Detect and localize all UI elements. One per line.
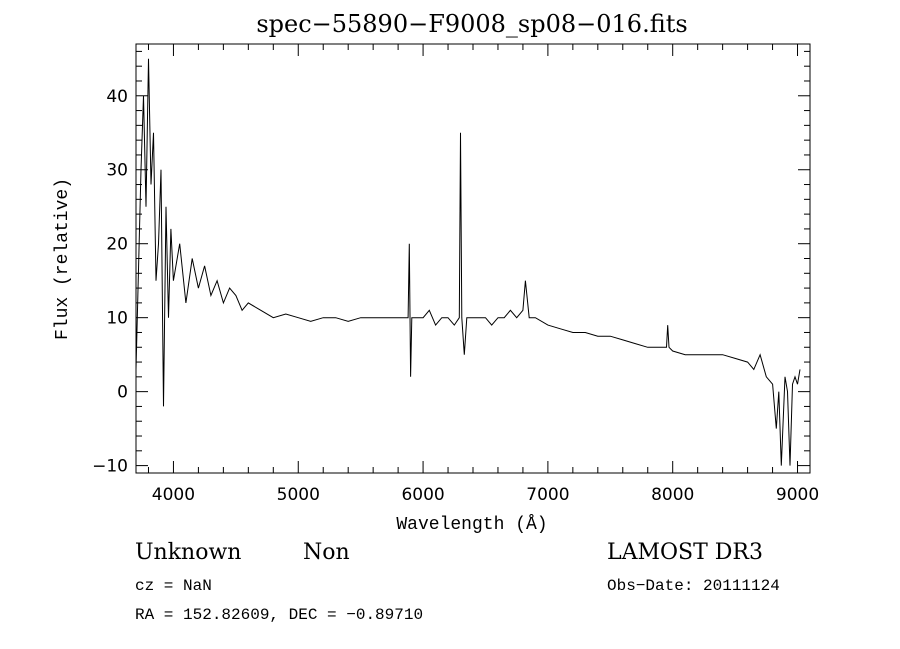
y-tick-label: −10	[92, 457, 128, 477]
x-tick-label: 4000	[152, 485, 195, 505]
plot-area	[135, 43, 811, 474]
y-tick-label: 0	[117, 383, 128, 403]
axis-ticks	[136, 44, 810, 473]
x-tick-label: 5000	[277, 485, 320, 505]
x-tick-label: 9000	[776, 485, 819, 505]
x-axis-label: Wavelength (Å)	[396, 514, 547, 535]
y-tick-label: 40	[106, 87, 128, 107]
survey-label: LAMOST DR3	[607, 540, 763, 565]
chart-title: spec−55890−F9008_sp08−016.fits	[256, 10, 687, 38]
coords-label: RA = 152.82609, DEC = −0.89710	[135, 606, 423, 624]
x-tick-label: 7000	[526, 485, 569, 505]
class-label: Unknown	[135, 540, 241, 565]
subclass-label: Non	[303, 540, 350, 565]
plot-frame	[135, 43, 811, 474]
y-axis-label: Flux (relative)	[53, 178, 73, 340]
y-tick-labels: −10 0 10 20 30 40	[92, 87, 128, 477]
y-tick-label: 20	[106, 235, 128, 255]
cz-label: cz = NaN	[135, 577, 212, 595]
y-tick-label: 10	[106, 309, 128, 329]
spectrum-line	[135, 58, 801, 466]
x-tick-label: 6000	[401, 485, 444, 505]
x-tick-label: 8000	[651, 485, 694, 505]
obs-date-label: Obs−Date: 20111124	[607, 577, 780, 595]
y-tick-label: 30	[106, 161, 128, 181]
x-tick-labels: 4000 5000 6000 7000 8000 9000	[152, 485, 819, 505]
